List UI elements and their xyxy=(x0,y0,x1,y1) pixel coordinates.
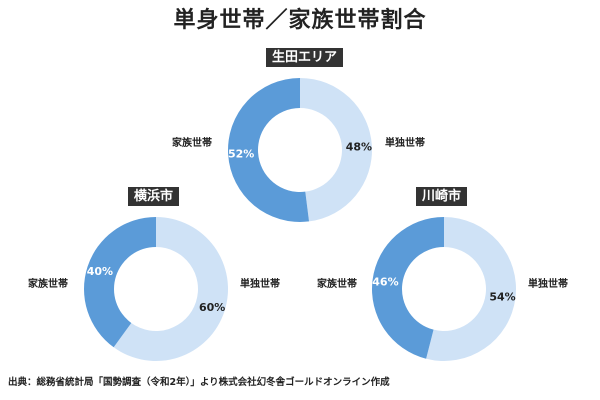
donut-chart-kawasaki: 54% 46% xyxy=(372,217,516,361)
donut-segment-family xyxy=(372,217,444,359)
value-label-single: 60% xyxy=(199,301,225,314)
donut-segment-family xyxy=(227,78,310,222)
region-label-kawasaki: 川崎市 xyxy=(416,187,468,206)
donut-chart-yokohama: 60% 40% xyxy=(84,217,228,361)
single-label-yokohama: 単独世帯 xyxy=(240,279,280,290)
value-label-family: 40% xyxy=(87,265,113,278)
family-label-yokohama: 家族世帯 xyxy=(28,279,68,290)
region-label-ikuta: 生田エリア xyxy=(266,48,344,67)
single-label-ikuta: 単独世帯 xyxy=(385,138,425,149)
family-label-kawasaki: 家族世帯 xyxy=(317,279,357,290)
donut-segment-single xyxy=(300,78,372,222)
donut-segment-single xyxy=(113,217,228,361)
family-label-ikuta: 家族世帯 xyxy=(172,138,212,149)
source-note: 出典：総務省統計局「国勢調査（令和2年）」より株式会社幻冬舎ゴールドオンライン作… xyxy=(8,377,390,388)
donut-segment-family xyxy=(84,217,156,348)
region-label-yokohama: 横浜市 xyxy=(128,187,180,206)
value-label-family: 46% xyxy=(372,276,398,289)
donut-chart-ikuta: 48% 52% xyxy=(227,78,372,222)
single-label-kawasaki: 単独世帯 xyxy=(528,279,568,290)
value-label-single: 48% xyxy=(346,140,372,153)
donut-segment-single xyxy=(426,217,516,361)
value-label-single: 54% xyxy=(489,290,515,303)
value-label-family: 52% xyxy=(228,148,254,161)
chart-title: 単身世帯／家族世帯割合 xyxy=(173,8,427,33)
